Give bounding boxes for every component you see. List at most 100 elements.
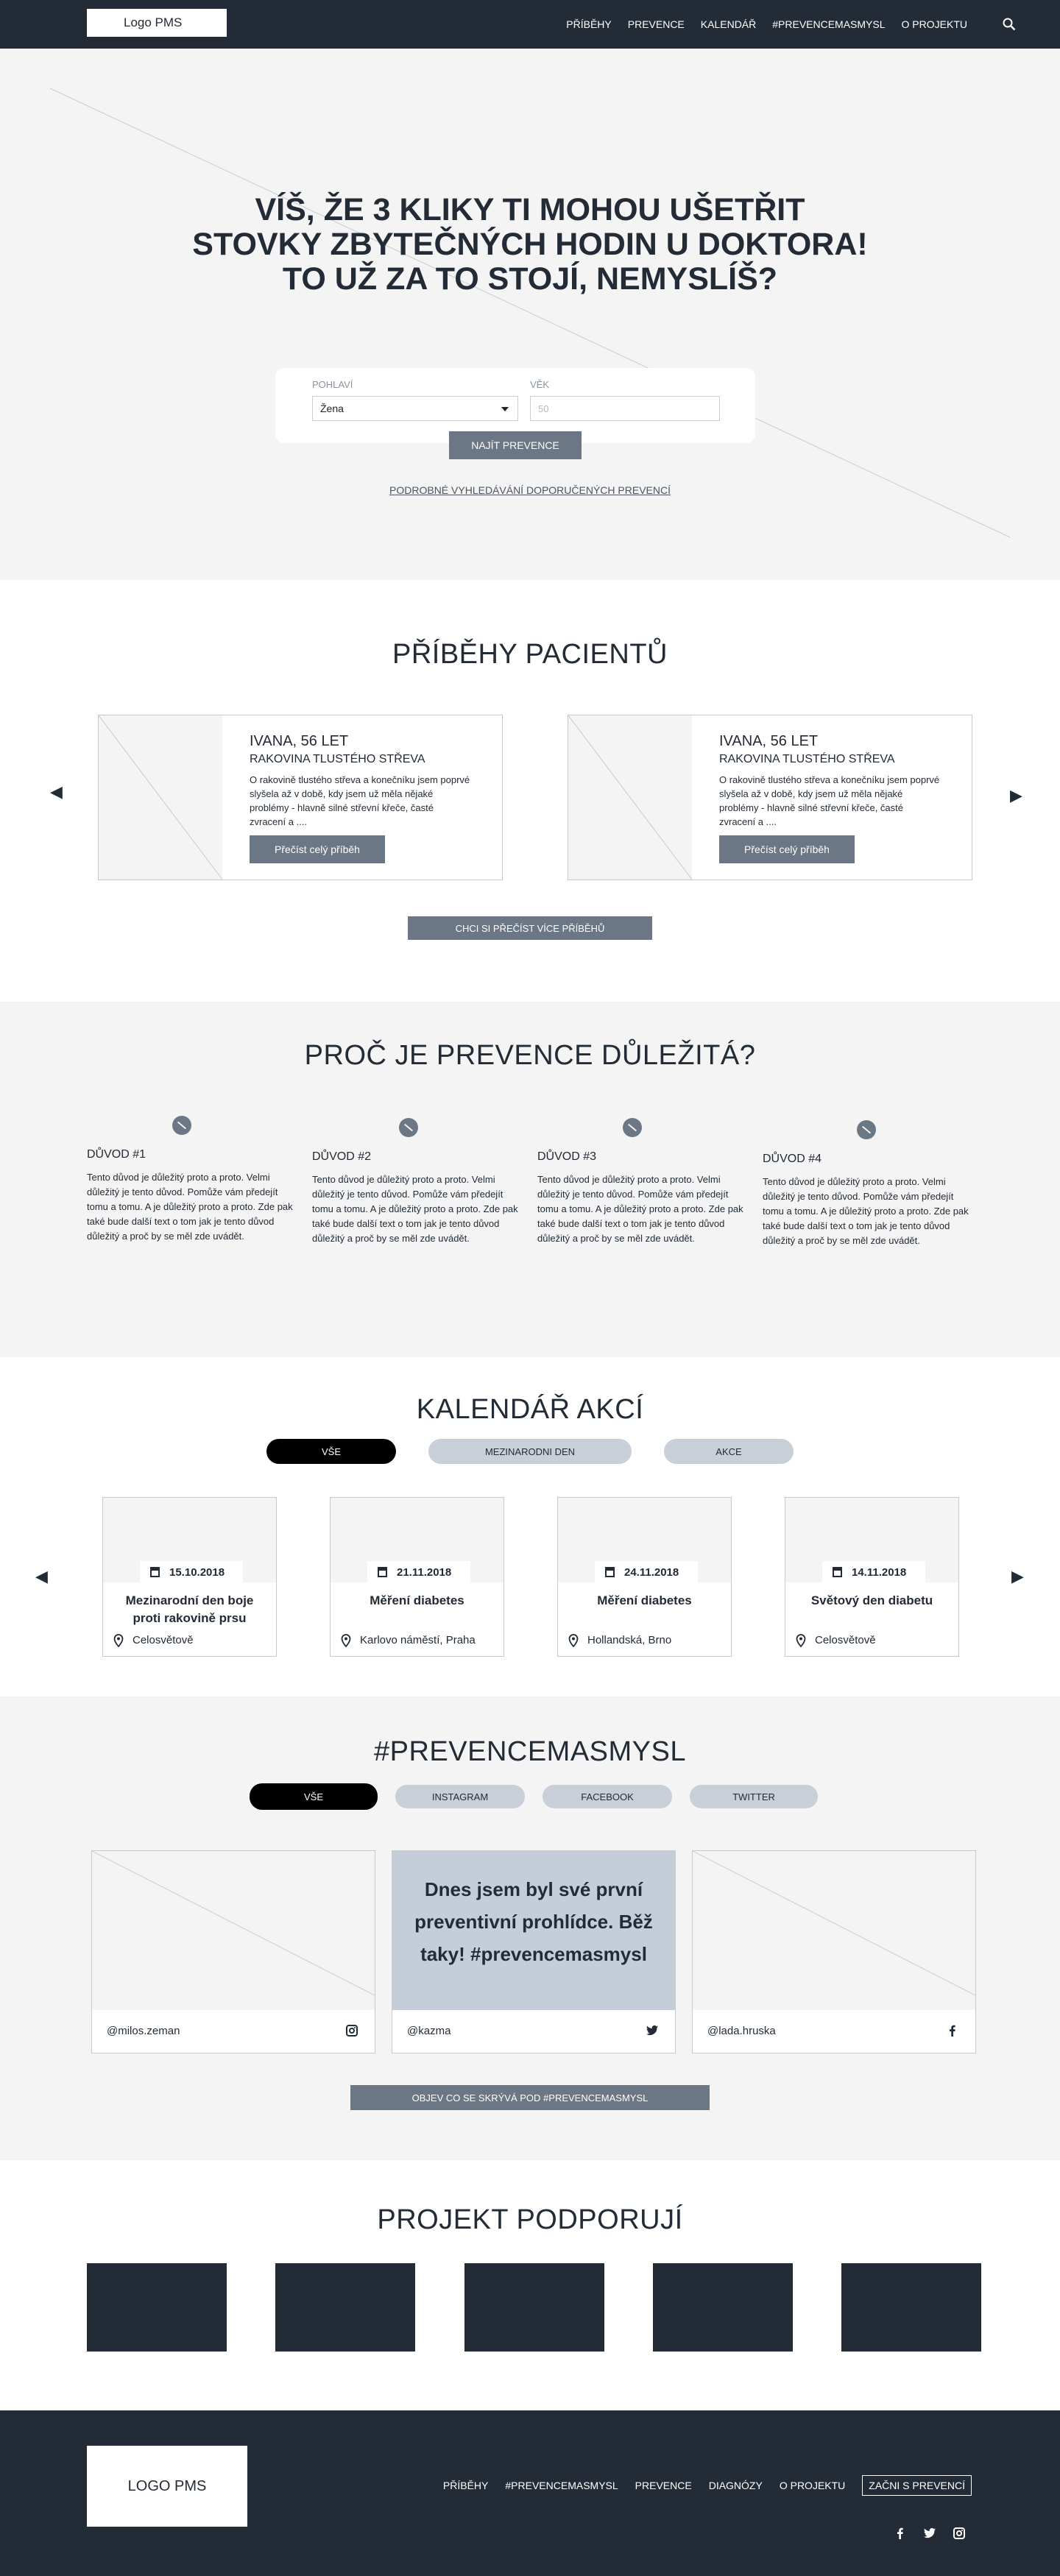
- partner-logo[interactable]: [87, 2263, 227, 2352]
- post-image-placeholder: [92, 1851, 375, 2010]
- advanced-search-link[interactable]: PODROBNÉ VYHLEDÁVÁNÍ DOPORUČENÝCH PREVEN…: [389, 484, 671, 496]
- twitter-icon[interactable]: [923, 2527, 936, 2540]
- chevron-down-icon: [501, 407, 509, 411]
- event-date: 21.11.2018: [367, 1561, 470, 1583]
- event-card[interactable]: 24.11.2018 Měření diabetes Hollandská, B…: [557, 1497, 732, 1657]
- facebook-icon[interactable]: [946, 2024, 959, 2037]
- facebook-icon[interactable]: [894, 2527, 907, 2540]
- reason-text: Tento důvod je důležitý proto a proto. V…: [537, 1174, 743, 1244]
- nav-item-calendar[interactable]: KALENDÁŘ: [700, 18, 757, 30]
- explore-hashtag-button[interactable]: OBJEV CO SE SKRÝVÁ POD #PREVENCEMASMYSL: [350, 2085, 710, 2110]
- event-title: Měření diabetes: [370, 1593, 464, 1607]
- reason-title: DŮVOD #1: [87, 1148, 146, 1161]
- event-date: 14.11.2018: [822, 1561, 925, 1583]
- event-date: 15.10.2018: [140, 1561, 243, 1583]
- gender-select[interactable]: Žena: [312, 396, 518, 421]
- filter-international-day[interactable]: MEZINARODNI DEN: [428, 1439, 632, 1464]
- partner-logo[interactable]: [841, 2263, 981, 2352]
- footer-links: PŘÍBĚHY #PREVENCEMASMYSL PREVENCE DIAGNÓ…: [426, 2475, 972, 2496]
- calendar-icon: [833, 1567, 842, 1577]
- footer-link-prevention[interactable]: PREVENCE: [635, 2480, 692, 2491]
- social-post[interactable]: Dnes jsem byl své první preventivní proh…: [392, 1850, 676, 2053]
- footer-link-about[interactable]: O PROJEKTU: [779, 2480, 846, 2491]
- start-prevention-button[interactable]: ZAČNI S PREVENCÍ: [862, 2475, 972, 2496]
- event-place: Celosvětově: [113, 1634, 194, 1647]
- footer-link-stories[interactable]: PŘÍBĚHY: [442, 2480, 489, 2491]
- prevention-search-form: POHLAVÍ Žena VĚK 50: [275, 368, 755, 443]
- post-handle: @lada.hruska: [707, 2025, 776, 2037]
- post-handle: @milos.zeman: [107, 2025, 180, 2037]
- map-pin-icon: [568, 1634, 579, 1647]
- main-menu: PŘÍBĚHY PREVENCE KALENDÁŘ #PREVENCEMASMY…: [550, 0, 967, 49]
- event-card[interactable]: 21.11.2018 Měření diabetes Karlovo náměs…: [330, 1497, 504, 1657]
- social-post[interactable]: @lada.hruska: [692, 1850, 976, 2053]
- story-diagnosis: RAKOVINA TLUSTÉHO STŘEVA: [719, 753, 895, 765]
- read-story-button[interactable]: Přečíst celý příběh: [719, 835, 855, 863]
- event-place: Celosvětově: [796, 1634, 876, 1647]
- search-icon[interactable]: [1003, 18, 1016, 31]
- story-image-placeholder: [568, 715, 692, 880]
- read-story-button[interactable]: Přečíst celý příběh: [250, 835, 385, 863]
- chevron-left-icon[interactable]: ◀: [50, 782, 63, 801]
- footer-link-diagnoses[interactable]: DIAGNÓZY: [708, 2480, 763, 2491]
- partner-logo[interactable]: [275, 2263, 415, 2352]
- filter-events[interactable]: AKCE: [664, 1439, 794, 1464]
- calendar-icon: [150, 1567, 160, 1577]
- story-card: IVANA, 56 LET RAKOVINA TLUSTÉHO STŘEVA O…: [98, 715, 503, 880]
- event-title: Měření diabetes: [597, 1593, 692, 1607]
- calendar-icon: [378, 1567, 387, 1577]
- nav-item-prevention[interactable]: PREVENCE: [627, 18, 685, 30]
- post-image-placeholder: [693, 1851, 975, 2010]
- event-card[interactable]: 15.10.2018 Mezinarodní den boje proti ra…: [102, 1497, 277, 1657]
- filter-twitter[interactable]: TWITTER: [690, 1785, 818, 1808]
- top-navigation: Logo PMS PŘÍBĚHY PREVENCE KALENDÁŘ #PREV…: [0, 0, 1060, 49]
- reason-title: DŮVOD #4: [763, 1153, 822, 1165]
- chevron-left-icon[interactable]: ◀: [35, 1567, 48, 1585]
- calendar-icon: [605, 1567, 615, 1577]
- reason-text: Tento důvod je důležitý proto a proto. V…: [763, 1176, 969, 1246]
- map-pin-icon: [796, 1634, 806, 1647]
- footer-logo[interactable]: LOGO PMS: [87, 2446, 247, 2527]
- reason-text: Tento důvod je důležitý proto a proto. V…: [312, 1174, 518, 1244]
- logo[interactable]: Logo PMS: [87, 9, 227, 37]
- instagram-icon[interactable]: [953, 2527, 966, 2540]
- why-prevention-section: PROČ JE PREVENCE DŮLEŽITÁ? DŮVOD #1 Tent…: [0, 1002, 1060, 1357]
- partner-logo[interactable]: [464, 2263, 604, 2352]
- instagram-icon[interactable]: [345, 2024, 358, 2037]
- filter-instagram[interactable]: INSTAGRAM: [395, 1785, 525, 1808]
- age-label: VĚK: [530, 379, 550, 390]
- hero-section: VÍŠ, ŽE 3 KLIKY TI MOHOU UŠETŘIT STOVKY …: [0, 49, 1060, 580]
- social-post[interactable]: @milos.zeman: [91, 1850, 375, 2053]
- reason-item: DŮVOD #3 Tento důvod je důležitý proto a…: [537, 1116, 747, 1246]
- more-stories-button[interactable]: CHCI SI PŘEČÍST VÍCE PŘÍBĚHŮ: [408, 916, 652, 940]
- age-input[interactable]: 50: [530, 396, 720, 421]
- events-calendar-section: KALENDÁŘ AKCÍ VŠE MEZINARODNI DEN AKCE ◀…: [0, 1357, 1060, 1696]
- reason-text: Tento důvod je důležitý proto a proto. V…: [87, 1172, 293, 1242]
- section-title: #PREVENCEMASMYSL: [373, 1736, 686, 1767]
- filter-facebook[interactable]: FACEBOOK: [543, 1785, 672, 1808]
- section-title: PROJEKT PODPORUJÍ: [377, 2204, 683, 2235]
- event-card[interactable]: 14.11.2018 Světový den diabetu Celosvěto…: [785, 1497, 959, 1657]
- footer-link-hashtag[interactable]: #PREVENCEMASMYSL: [505, 2480, 618, 2491]
- chevron-right-icon[interactable]: ▶: [1010, 786, 1022, 804]
- nav-item-hashtag[interactable]: #PREVENCEMASMYSL: [772, 18, 886, 30]
- reason-icon: [399, 1118, 418, 1137]
- chevron-right-icon[interactable]: ▶: [1011, 1567, 1024, 1585]
- story-diagnosis: RAKOVINA TLUSTÉHO STŘEVA: [250, 753, 425, 765]
- nav-item-about[interactable]: O PROJEKTU: [901, 18, 967, 30]
- filter-all[interactable]: VŠE: [250, 1783, 378, 1810]
- find-prevention-button[interactable]: NAJÍT PREVENCE: [449, 431, 582, 459]
- filter-all[interactable]: VŠE: [266, 1439, 396, 1464]
- twitter-icon[interactable]: [646, 2024, 659, 2037]
- nav-item-stories[interactable]: PŘÍBĚHY: [566, 18, 612, 30]
- event-title: Světový den diabetu: [810, 1593, 933, 1607]
- footer: LOGO PMS PŘÍBĚHY #PREVENCEMASMYSL PREVEN…: [0, 2410, 1060, 2576]
- post-handle: @kazma: [407, 2025, 451, 2037]
- reason-title: DŮVOD #3: [537, 1150, 597, 1163]
- section-title: PROČ JE PREVENCE DŮLEŽITÁ?: [304, 1040, 756, 1071]
- story-excerpt: O rakovině tlustého střeva a konečníku j…: [250, 774, 470, 827]
- partner-logo[interactable]: [653, 2263, 793, 2352]
- hero-image-placeholder: [49, 88, 1011, 538]
- story-name: IVANA, 56 LET: [719, 733, 819, 749]
- post-quote: Dnes jsem byl své první preventivní proh…: [414, 1878, 653, 1965]
